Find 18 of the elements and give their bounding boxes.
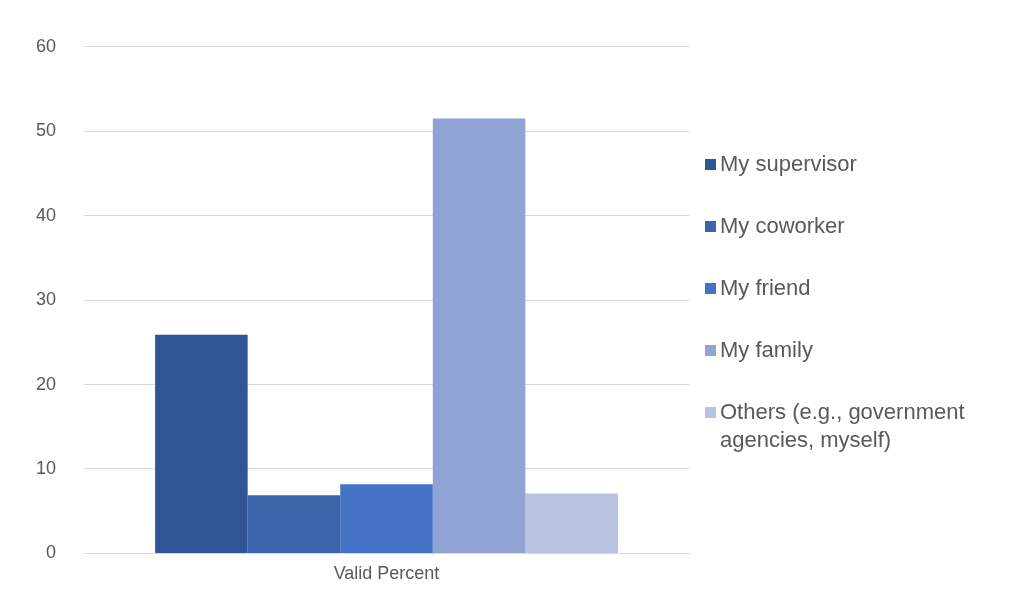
legend-label: My supervisor (720, 149, 857, 178)
y-tick-label: 30 (35, 289, 57, 310)
legend-label: My coworker (720, 211, 845, 240)
y-tick-label: 0 (46, 542, 57, 563)
legend-label: Others (e.g., government agencies, myself) (720, 397, 966, 454)
bar (525, 493, 618, 553)
legend-label: My friend (720, 273, 811, 302)
legend-label: My family (720, 335, 813, 364)
y-tick-label: 40 (35, 204, 57, 225)
bar (155, 334, 248, 553)
x-tick-label: Valid Percent (333, 563, 440, 584)
bar (247, 495, 341, 553)
y-tick-label: 10 (35, 457, 57, 478)
y-tick-label: 50 (35, 120, 57, 141)
y-tick-label: 60 (35, 35, 57, 56)
y-tick-label: 20 (35, 373, 57, 394)
bar (432, 118, 526, 553)
bar (340, 484, 433, 553)
